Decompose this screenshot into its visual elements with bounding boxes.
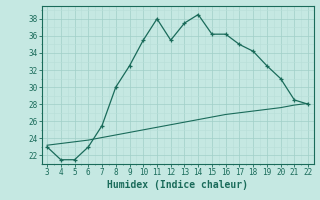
X-axis label: Humidex (Indice chaleur): Humidex (Indice chaleur) <box>107 180 248 190</box>
